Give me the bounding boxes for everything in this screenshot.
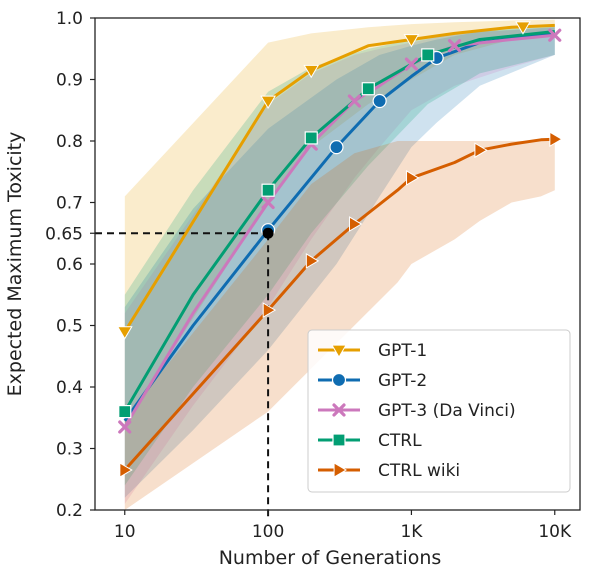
marker-3-1	[261, 183, 275, 197]
y-tick-label-0: 0.2	[56, 501, 83, 521]
marker-0-3	[403, 34, 420, 48]
y-tick-label-6: 0.7	[56, 194, 83, 214]
marker-4-2	[305, 253, 320, 269]
band-4	[124, 141, 555, 510]
band-3	[124, 24, 555, 486]
marker-1-1	[329, 140, 344, 155]
y-tick-label-3: 0.5	[56, 317, 83, 337]
legend-label-4: CTRL wiki	[378, 461, 460, 481]
legend-label-2: GPT-3 (Da Vinci)	[378, 401, 516, 421]
marker-3-4	[421, 48, 435, 62]
marker-3-0	[118, 405, 132, 419]
confidence-bands	[124, 19, 555, 510]
annotation-point	[262, 227, 274, 239]
marker-0-0	[116, 326, 133, 340]
y-tick-label-7: 0.8	[56, 132, 83, 152]
x-axis-title: Number of Generations	[219, 547, 442, 569]
marker-0-4	[515, 21, 531, 35]
y-tick-label-5: 0.65	[45, 224, 83, 244]
marker-0-2	[303, 64, 320, 79]
marker-3-2	[304, 131, 318, 145]
series-markers	[116, 21, 563, 478]
y-tick-label-9: 1.0	[56, 9, 83, 29]
marker-2-6	[548, 28, 562, 42]
marker-0-1	[260, 95, 276, 110]
marker-4-5	[474, 142, 488, 159]
y-tick-label-1: 0.3	[56, 440, 83, 460]
x-tick-label-3: 10K	[538, 522, 572, 542]
legend-marker-3	[332, 433, 346, 447]
marker-3-3	[361, 82, 375, 96]
x-tick-label-0: 10	[114, 522, 136, 542]
legend-marker-0	[331, 344, 347, 358]
y-axis-title: Expected Maximum Toxicity	[4, 132, 26, 397]
band-2	[124, 27, 555, 504]
axes: 10 100 1K 10K 0.2 0.3 0.4 0.5 0.6 0.65 0.7 0.8 0.9 1.…	[45, 9, 581, 542]
marker-4-1	[262, 302, 277, 318]
legend-box	[307, 329, 571, 493]
y-tick-label-4: 0.6	[56, 255, 83, 275]
line-3	[123, 30, 555, 413]
marker-2-3	[347, 94, 361, 108]
band-1	[124, 27, 555, 498]
marker-2-0	[118, 420, 132, 434]
y-tick-label-8: 0.9	[56, 71, 83, 91]
marker-1-2	[372, 93, 387, 109]
legend-marker-1	[331, 372, 347, 388]
legend-label-3: CTRL	[378, 431, 422, 451]
marker-4-6	[549, 131, 563, 148]
marker-2-4	[404, 57, 419, 71]
marker-4-3	[348, 216, 363, 232]
annotation-guides	[95, 232, 270, 518]
legend-label-1: GPT-2	[378, 371, 427, 391]
marker-2-5	[447, 39, 462, 53]
marker-4-0	[119, 462, 133, 478]
y-tick-label-2: 0.4	[56, 378, 83, 398]
x-tick-label-2: 1K	[400, 522, 423, 542]
legend-label-0: GPT-1	[378, 341, 427, 361]
marker-4-4	[406, 170, 420, 186]
legend: GPT-1 GPT-2 GPT-3 (Da Vinci) CTRL CTRL wiki	[307, 329, 571, 493]
x-tick-label-1: 100	[252, 522, 284, 542]
band-0	[124, 19, 555, 424]
marker-2-1	[261, 195, 275, 210]
legend-marker-4	[333, 462, 347, 478]
legend-marker-2	[332, 403, 346, 417]
